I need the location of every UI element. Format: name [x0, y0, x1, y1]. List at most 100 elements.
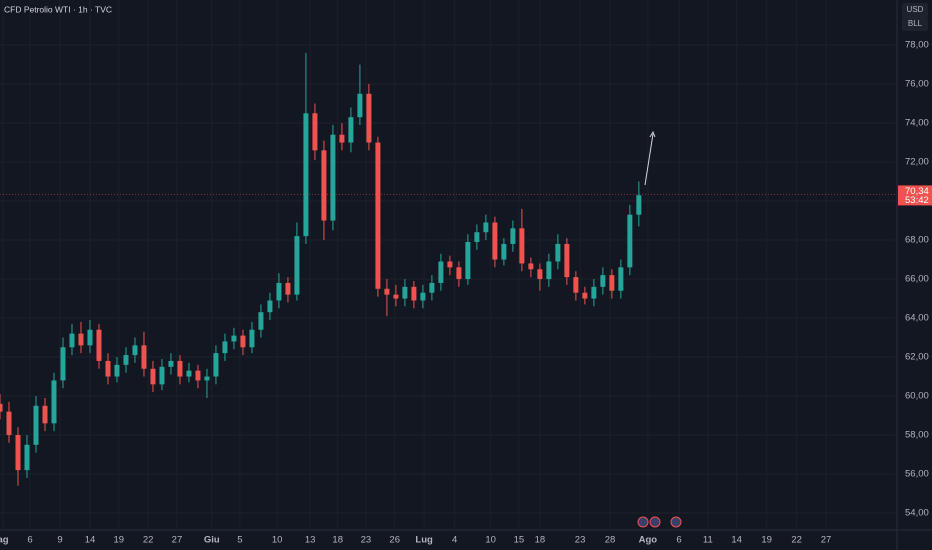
- candle-body: [186, 370, 192, 377]
- candle-body: [285, 282, 291, 295]
- candle-body: [447, 261, 453, 268]
- x-tick-label: 13: [305, 535, 316, 546]
- candle-body: [474, 232, 480, 242]
- arrow-line: [644, 133, 654, 186]
- x-tick-label: 22: [143, 535, 154, 546]
- x-tick-label: 26: [389, 535, 400, 546]
- y-tick-label: 78,00: [905, 40, 929, 51]
- candle-body: [132, 345, 138, 356]
- candle-body: [564, 243, 570, 278]
- x-tick-label: 18: [332, 535, 343, 546]
- candle-body: [267, 300, 273, 313]
- y-tick-label: 60,00: [905, 391, 929, 402]
- candle-body: [222, 341, 228, 354]
- candle-body: [96, 329, 102, 361]
- candle-body: [375, 142, 381, 289]
- x-tick-label: 11: [703, 535, 713, 546]
- event-icons[interactable]: [637, 516, 682, 528]
- unit[interactable]: BLL: [908, 19, 923, 28]
- candle-body: [240, 335, 246, 348]
- candle-body: [276, 282, 282, 301]
- x-tick-label: 9: [57, 535, 62, 546]
- x-tick-label: 27: [821, 535, 832, 546]
- candle-body: [78, 333, 84, 346]
- candle-body: [591, 286, 597, 299]
- candle-body: [6, 411, 12, 436]
- candle-body: [411, 286, 417, 301]
- candle-body: [393, 294, 399, 299]
- candle-body: [204, 376, 210, 381]
- currency-box[interactable]: [902, 3, 928, 17]
- candle-body: [609, 275, 615, 291]
- x-tick-label: 19: [113, 535, 124, 546]
- candle-body: [456, 267, 462, 280]
- x-tick-label: ag: [0, 535, 9, 546]
- x-tick-label: 5: [237, 535, 242, 546]
- candle-body: [555, 243, 561, 262]
- y-tick-label: 58,00: [905, 430, 929, 441]
- candle-body: [60, 347, 66, 381]
- candle-body: [249, 329, 255, 348]
- candle-body: [312, 113, 318, 151]
- candle-body: [528, 263, 534, 270]
- x-tick-label: 27: [172, 535, 183, 546]
- x-tick-label: 22: [791, 535, 802, 546]
- x-tick-label: Lug: [415, 535, 433, 546]
- candle-body: [294, 236, 300, 295]
- x-tick-label: Ago: [639, 535, 658, 546]
- candle-body: [330, 134, 336, 221]
- candle-body: [546, 261, 552, 280]
- candle-body: [24, 444, 30, 471]
- candle-body: [213, 353, 219, 377]
- countdown: 53:42: [905, 195, 929, 206]
- x-tick-label: 4: [452, 535, 457, 546]
- x-tick-label: 18: [535, 535, 546, 546]
- currency[interactable]: USD: [907, 5, 924, 14]
- x-tick-label: 10: [272, 535, 283, 546]
- candle-body: [69, 333, 75, 348]
- x-tick-label: 14: [85, 535, 96, 546]
- x-tick-label: 14: [731, 535, 742, 546]
- x-tick-label: 19: [761, 535, 772, 546]
- candle-body: [159, 366, 165, 385]
- candle-body: [618, 267, 624, 291]
- candle-body: [420, 292, 426, 301]
- arrow-head: [649, 130, 656, 138]
- candle-body: [321, 150, 327, 221]
- candle-body: [177, 360, 183, 377]
- x-tick-label: Giu: [204, 535, 220, 546]
- candle-body: [537, 269, 543, 280]
- x-tick-label: 6: [676, 535, 681, 546]
- candle-body: [303, 113, 309, 237]
- x-tick-label: 28: [605, 535, 616, 546]
- x-tick-label: 6: [27, 535, 32, 546]
- candle-body: [636, 195, 642, 215]
- candle-body: [492, 222, 498, 260]
- unit-box[interactable]: [902, 17, 928, 31]
- x-tick-label: 10: [485, 535, 496, 546]
- candle-body: [105, 360, 111, 377]
- candle-body: [348, 117, 354, 143]
- candle-body: [42, 405, 48, 424]
- y-tick-label: 66,00: [905, 274, 929, 285]
- x-tick-label: 15: [514, 535, 525, 546]
- y-tick-label: 56,00: [905, 469, 929, 480]
- candle-body: [438, 261, 444, 283]
- y-tick-label: 54,00: [905, 508, 929, 519]
- candle-body: [114, 364, 120, 377]
- y-tick-label: 64,00: [905, 313, 929, 324]
- candle-body: [33, 405, 39, 445]
- y-tick-label: 74,00: [905, 118, 929, 129]
- candle-body: [15, 435, 21, 471]
- y-tick-label: 68,00: [905, 235, 929, 246]
- candle-body: [501, 243, 507, 260]
- y-tick-label: 72,00: [905, 157, 929, 168]
- candle-body: [339, 134, 345, 143]
- candle-body: [429, 282, 435, 293]
- candle-body: [582, 292, 588, 299]
- y-tick-label: 76,00: [905, 79, 929, 90]
- candle-body: [231, 335, 237, 342]
- x-tick-label: 23: [361, 535, 372, 546]
- candle-body: [510, 228, 516, 244]
